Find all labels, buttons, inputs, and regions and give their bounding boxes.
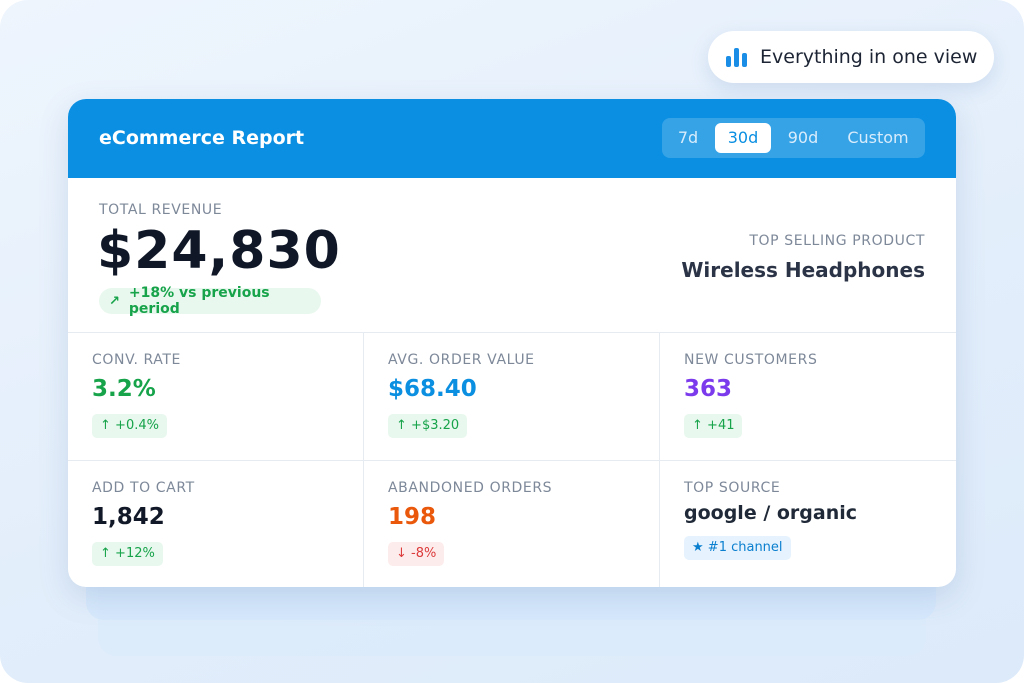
- metric-change: #1 channel: [707, 540, 783, 555]
- metric-change-badge: ↑ +12%: [92, 542, 163, 566]
- metric-change-badge: ↑ +41: [684, 414, 743, 438]
- metric-change: +12%: [115, 546, 155, 561]
- range-option-90d[interactable]: 90d: [787, 128, 819, 147]
- metric-change-badge: ↑ +$3.20: [388, 414, 468, 438]
- bar-chart-icon: [726, 47, 748, 67]
- metric-value: 3.2%: [92, 376, 156, 402]
- divider: [68, 332, 956, 333]
- metric-label: AVG. ORDER VALUE: [388, 352, 535, 368]
- range-option-custom[interactable]: Custom: [847, 128, 909, 147]
- arrow-up-icon: ↑: [396, 418, 407, 433]
- date-range-selector: 7d 30d 90d Custom: [662, 118, 925, 158]
- metric-value: google / organic: [684, 502, 858, 524]
- report-card: eCommerce Report 7d 30d 90d Custom TOTAL…: [68, 99, 956, 587]
- metric-label: CONV. RATE: [92, 352, 181, 368]
- metric-value: 363: [684, 376, 733, 402]
- metric-label: NEW CUSTOMERS: [684, 352, 818, 368]
- arrow-up-icon: ↑: [100, 418, 111, 433]
- metric-value: $68.40: [388, 376, 477, 402]
- metric-change-badge: ↓ -8%: [388, 542, 445, 566]
- range-option-30d[interactable]: 30d: [715, 123, 771, 153]
- metric-change: -8%: [411, 546, 437, 561]
- arrow-up-icon: ↑: [692, 418, 703, 433]
- divider: [659, 332, 660, 587]
- divider: [68, 460, 956, 461]
- metric-change-badge: ↑ +0.4%: [92, 414, 167, 438]
- revenue-trend-text: +18% vs previous period: [128, 285, 270, 317]
- metric-label: ADD TO CART: [92, 480, 195, 496]
- top-product-label: TOP SELLING PRODUCT: [749, 233, 925, 249]
- metric-value: 1,842: [92, 504, 165, 530]
- report-title: eCommerce Report: [99, 127, 305, 149]
- arrow-up-icon: ↑: [100, 546, 111, 561]
- metric-label: ABANDONED ORDERS: [388, 480, 553, 496]
- feature-badge-label: Everything in one view: [760, 46, 978, 68]
- divider: [363, 332, 364, 587]
- trending-up-icon: ↗: [109, 293, 120, 309]
- metric-change: +0.4%: [115, 418, 159, 433]
- metric-change: +$3.20: [411, 418, 460, 433]
- range-option-7d[interactable]: 7d: [677, 128, 699, 147]
- star-icon: ★: [692, 540, 704, 555]
- arrow-down-icon: ↓: [396, 546, 407, 561]
- feature-badge: Everything in one view: [708, 31, 994, 83]
- report-header: eCommerce Report 7d 30d 90d Custom: [68, 99, 956, 178]
- metric-label: TOP SOURCE: [684, 480, 781, 496]
- metric-value: 198: [388, 504, 437, 530]
- total-revenue-value: $24,830: [97, 221, 341, 281]
- revenue-trend-badge: ↗ +18% vs previous period: [99, 285, 321, 317]
- metric-change-badge: ★ #1 channel: [684, 536, 791, 560]
- total-revenue-label: TOTAL REVENUE: [99, 202, 223, 218]
- metric-change: +41: [707, 418, 735, 433]
- top-product-value: Wireless Headphones: [681, 258, 925, 282]
